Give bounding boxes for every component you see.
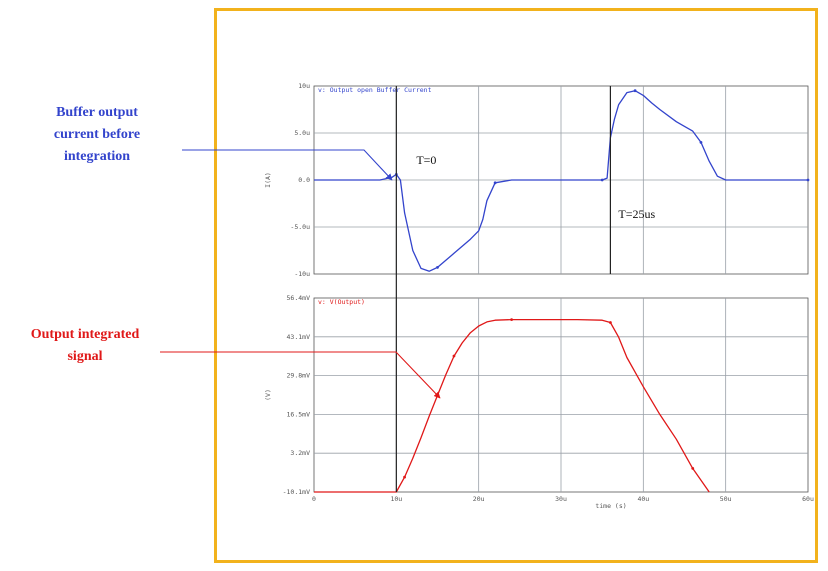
panel-1-series-1-point-21 <box>600 178 604 182</box>
panel-2-series-1-point-9 <box>452 354 456 358</box>
panel-2-xtick-label-6: 60u <box>802 495 814 503</box>
panel-2-ytick-label-3: 29.8mV <box>287 372 311 380</box>
panel-1-series-1-point-27 <box>633 89 637 93</box>
buffer-callout-label: Buffer output current before integration <box>8 102 186 168</box>
panel-2-xtick-label-2: 20u <box>473 495 485 503</box>
panel-2-ytick-label-5: 56.4mV <box>287 294 311 302</box>
output-callout-connector <box>160 351 441 399</box>
panel-1-ytick-label-3: 5.0u <box>294 129 310 137</box>
panel-2-ytick-label-4: 43.1mV <box>287 333 311 341</box>
panel-2-ytick-label-0: -10.1mV <box>283 488 310 496</box>
output-callout-line-2: signal <box>67 349 103 364</box>
panel-2-ytick-label-1: 3.2mV <box>290 449 310 457</box>
panel-2-xtick-label-1: 10u <box>390 495 402 503</box>
panel-2-series-1-line <box>314 318 710 493</box>
panel-2-xlabel: time (s) <box>595 502 626 510</box>
buffer-callout-line-2: current before <box>53 127 141 142</box>
panel-2-series-1-point-15 <box>510 318 513 321</box>
panel-2-ytick-label-2: 16.5mV <box>287 410 311 418</box>
output-callout-line-1: Output integrated <box>30 327 140 342</box>
panel-1-series-1-point-33 <box>699 141 703 144</box>
panel-1-ytick-label-2: 0.0 <box>298 176 310 184</box>
panel-1-ylabel: I(A) <box>264 172 272 188</box>
buffer-callout-connector <box>182 149 393 181</box>
panel-1-series-1-point-15 <box>493 181 497 185</box>
panel-1-title: v: Output open Buffer Current <box>318 86 432 94</box>
marker-t25-label: T=25us <box>618 207 655 221</box>
panel-2-series-1-point-21 <box>609 321 612 324</box>
buffer-callout-line-3: integration <box>63 149 131 164</box>
panel-2-series-1-point-27 <box>691 466 695 470</box>
panel-2-series-1-point-3 <box>403 475 406 479</box>
panel-1-series-1-point-39 <box>806 178 810 182</box>
panel-2-xtick-label-4: 40u <box>637 495 649 503</box>
buffer-callout-line-1: Buffer output <box>56 105 138 120</box>
panel-1-ytick-label-1: -5.0u <box>290 223 310 231</box>
panel-2-xtick-label-3: 30u <box>555 495 567 503</box>
panel-1-ytick-label-4: 10u <box>298 82 310 90</box>
output-callout-label: Output integrated signal <box>10 324 160 368</box>
panel-2-ylabel: (V) <box>264 389 272 401</box>
panel-1-ytick-label-0: -10u <box>294 270 310 278</box>
panel-1-series-1-point-9 <box>436 266 439 269</box>
panel-1-series-1-line <box>314 90 808 272</box>
marker-t0-label: T=0 <box>416 153 436 167</box>
panel-2-xtick-label-5: 50u <box>720 495 732 503</box>
panel-2-title: v: V(Output) <box>318 298 365 306</box>
panel-2-xtick-label-0: 0 <box>312 495 316 503</box>
